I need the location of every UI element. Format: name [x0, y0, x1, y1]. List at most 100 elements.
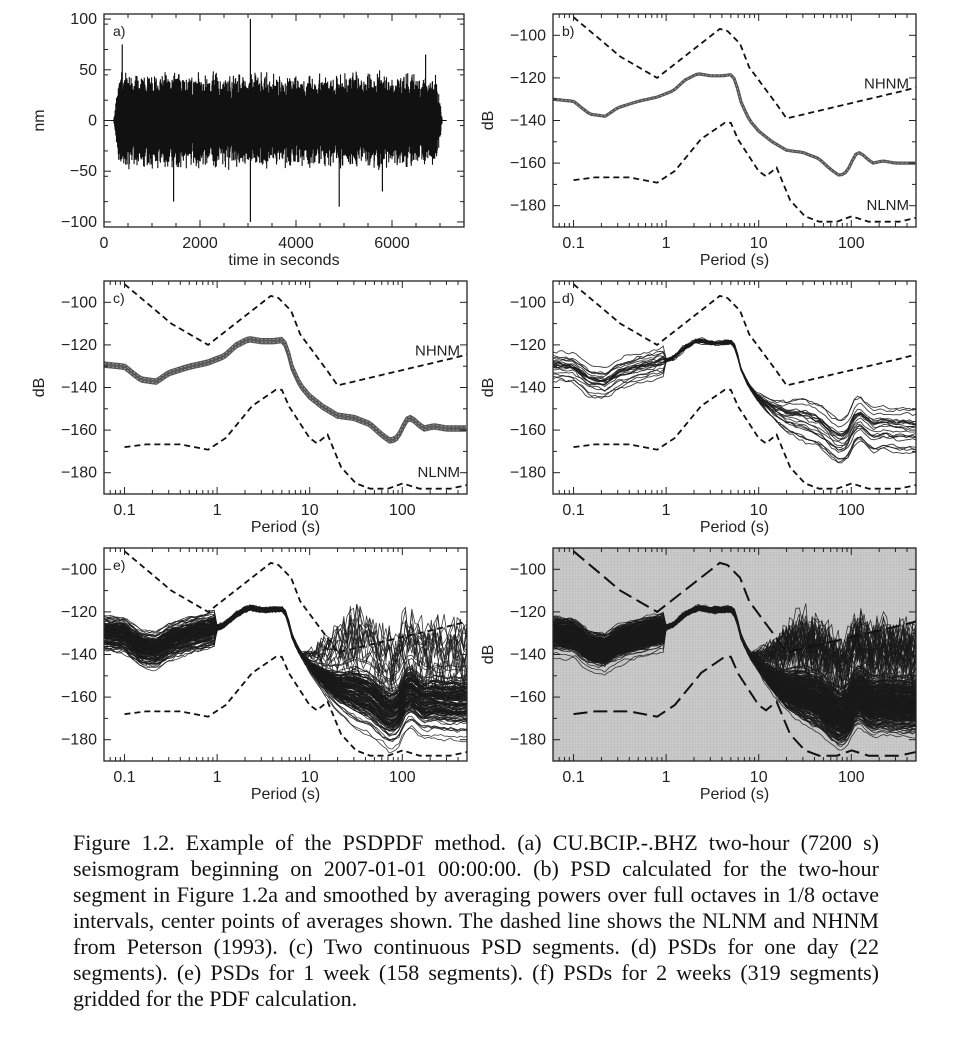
x-tick-label: 10	[750, 235, 768, 252]
nlnm-curve	[124, 655, 467, 757]
tick-marks-b	[552, 13, 917, 228]
x-tick-label: 100	[389, 769, 416, 786]
x-tick-label: 1	[662, 502, 671, 519]
panel-label: b)	[562, 23, 574, 39]
y-tick-label: −180	[510, 465, 546, 482]
panel-label: e)	[113, 557, 125, 573]
psd-segment-points	[553, 73, 915, 176]
nhnm-curve	[572, 283, 916, 387]
nhnm-curve	[572, 16, 916, 120]
x-axis-label: Period (s)	[251, 519, 320, 536]
x-tick-label: 100	[838, 769, 865, 786]
y-tick-label: −180	[61, 465, 97, 482]
x-tick-label: 100	[838, 502, 865, 519]
plot-area-d	[553, 283, 916, 490]
psd-segment	[553, 339, 916, 460]
y-tick-label: −100	[61, 561, 97, 578]
y-tick-label: −120	[510, 604, 546, 621]
y-tick-label: −140	[61, 380, 97, 397]
plot-area-b: NHNM NLNM	[553, 16, 916, 223]
y-tick-label: −140	[61, 647, 97, 664]
psd-segment-points	[104, 337, 466, 440]
figure: 0 2000 4000 6000 100 50 0 −50 −100 time in second…	[31, 11, 917, 803]
y-tick-label: −160	[510, 689, 546, 706]
y-tick-label: −180	[510, 732, 546, 749]
x-axis-label: Period (s)	[700, 519, 769, 536]
x-tick-label: 10	[750, 502, 768, 519]
nlnm-label: NLNM	[866, 197, 909, 214]
figure-canvas: 0 2000 4000 6000 100 50 0 −50 −100 time in second…	[31, 11, 917, 803]
y-tick-label: −160	[61, 422, 97, 439]
panel-f: 0.1 1 10 100 −100 −120 −140 −160 −180 Period (s) d…	[480, 547, 917, 803]
psd-segment	[104, 607, 467, 718]
x-tick-label: 10	[301, 769, 319, 786]
psd-segment	[553, 338, 916, 435]
x-axis-label: Period (s)	[700, 252, 769, 269]
x-tick-label: 2000	[182, 235, 218, 252]
x-tick-label: 1	[662, 769, 671, 786]
y-tick-label: −160	[61, 689, 97, 706]
x-tick-label: 1	[213, 769, 222, 786]
x-tick-label: 6000	[374, 235, 410, 252]
psd-segment	[104, 606, 467, 721]
nhnm-curve	[123, 550, 467, 654]
psd-segment	[553, 339, 916, 435]
psd-segment	[553, 339, 916, 440]
y-tick-label: −140	[510, 113, 546, 130]
panel-c: NHNM NLNM 0.1 1 10 100 −100 −120 −140 −160 −180 Per…	[31, 280, 468, 536]
y-tick-label: −120	[61, 604, 97, 621]
x-tick-label: 1	[662, 235, 671, 252]
nhnm-curve	[572, 550, 916, 654]
x-axis-label: time in seconds	[228, 252, 339, 269]
psd-segment	[104, 336, 466, 441]
y-tick-label: −160	[510, 422, 546, 439]
y-tick-label: 100	[70, 11, 97, 28]
psd-segment	[104, 608, 467, 726]
y-tick-label: −120	[61, 337, 97, 354]
psd-segment	[553, 340, 916, 428]
psd-segment-points	[104, 340, 466, 443]
x-axis-label: Period (s)	[700, 786, 769, 803]
y-tick-label: −160	[510, 155, 546, 172]
y-tick-label: −180	[510, 198, 546, 215]
nlnm-curve	[124, 388, 467, 490]
psd-segment	[553, 338, 916, 451]
y-tick-label: −100	[510, 27, 546, 44]
y-axis-label: dB	[480, 111, 497, 131]
nlnm-label: NLNM	[417, 464, 460, 481]
x-tick-label: 0.1	[562, 769, 584, 786]
y-axis-label: dB	[480, 378, 497, 398]
x-axis-label: Period (s)	[251, 786, 320, 803]
plot-area-e	[104, 550, 467, 757]
nlnm-curve	[573, 121, 916, 223]
y-tick-label: −100	[61, 294, 97, 311]
x-tick-label: 0.1	[113, 502, 135, 519]
x-tick-label: 100	[838, 235, 865, 252]
nhnm-label: NHNM	[864, 76, 909, 93]
y-tick-label: −100	[510, 561, 546, 578]
y-tick-label: −50	[70, 163, 97, 180]
panel-a: 0 2000 4000 6000 100 50 0 −50 −100 time in second…	[31, 11, 465, 269]
nlnm-curve	[573, 388, 916, 490]
x-tick-label: 10	[301, 502, 319, 519]
plot-area-a	[109, 19, 447, 222]
y-tick-label: 0	[88, 113, 97, 130]
x-tick-label: 4000	[278, 235, 314, 252]
y-tick-label: −180	[61, 732, 97, 749]
nlnm-curve	[573, 655, 916, 757]
plot-area-c: NHNM NLNM	[104, 283, 467, 490]
figure-caption: Figure 1.2. Example of the PSDPDF method…	[73, 830, 879, 1011]
panel-label: a)	[113, 23, 125, 39]
axes-frame-b	[552, 13, 917, 228]
psd-segment	[104, 339, 466, 444]
x-tick-label: 0.1	[562, 235, 584, 252]
nhnm-curve	[123, 283, 467, 387]
axes-frame-f	[552, 547, 917, 762]
axes-frame-d	[552, 280, 917, 495]
panel-label: d)	[562, 290, 574, 306]
plot-area-f	[553, 548, 916, 761]
x-tick-label: 100	[389, 502, 416, 519]
y-tick-label: −140	[510, 380, 546, 397]
panel-e: 0.1 1 10 100 −100 −120 −140 −160 −180 Period (s) e…	[61, 547, 468, 803]
y-tick-label: −100	[61, 214, 97, 231]
